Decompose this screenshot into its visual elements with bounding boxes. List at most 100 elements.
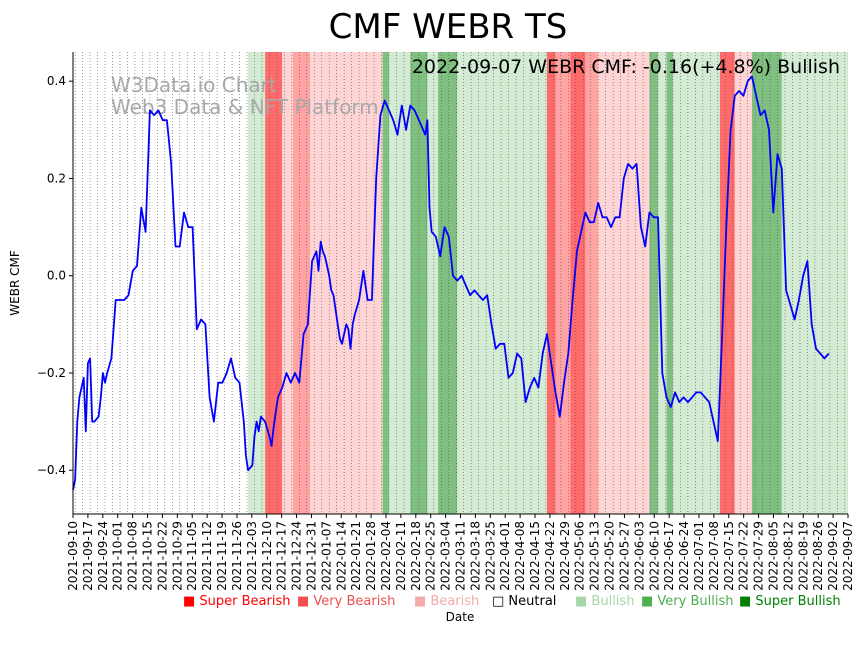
x-tick-label: 2021-12-17 — [275, 521, 289, 591]
legend-item-very-bearish: ■ Very Bearish — [297, 594, 395, 609]
x-tick-label: 2021-09-24 — [96, 521, 110, 591]
x-tick-label: 2022-05-13 — [588, 521, 602, 591]
sentiment-band-very-bullish — [666, 52, 673, 514]
x-tick-label: 2022-01-14 — [334, 521, 348, 591]
sentiment-band-bullish — [672, 52, 720, 514]
chart-subtitle: 2022-09-07 WEBR CMF: -0.16(+4.8%) Bullis… — [412, 56, 840, 78]
sentiment-band-very-bearish — [292, 52, 310, 514]
x-tick-label: 2022-09-07 — [841, 521, 855, 591]
x-tick-label: 2022-02-25 — [424, 521, 438, 591]
x-ticks: 2021-09-10 2021-09-17 2021-09-24 2021-10-01… — [66, 514, 855, 591]
sentiment-band-super-bearish — [570, 52, 586, 514]
x-tick-label: 2022-06-17 — [662, 521, 676, 591]
x-tick-label: 2022-05-27 — [617, 521, 631, 591]
x-tick-label: 2021-11-26 — [230, 521, 244, 591]
x-tick-label: 2021-10-29 — [170, 521, 184, 591]
x-tick-label: 2022-08-05 — [766, 521, 780, 591]
x-tick-label: 2022-04-22 — [543, 521, 557, 591]
legend-item-neutral: □ Neutral — [492, 594, 556, 609]
legend-item-bearish: ■ Bearish — [414, 594, 479, 609]
x-tick-label: 2022-08-19 — [796, 521, 810, 591]
legend: ■ Super Bearish ■ Very Bearish ■ Bearish □ … — [183, 594, 841, 609]
sentiment-band-bullish — [794, 52, 848, 514]
x-tick-label: 2021-12-31 — [304, 521, 318, 591]
watermark-line-1: W3Data.io Chart — [111, 73, 277, 97]
x-tick-label: 2021-12-24 — [290, 521, 304, 591]
x-tick-label: 2022-03-18 — [468, 521, 482, 591]
x-tick-label: 2021-12-03 — [245, 521, 259, 591]
legend-item-super-bullish: ■ Super Bullish — [739, 594, 841, 609]
watermark: W3Data.io Chart Web3 Data & NFT Platform — [111, 73, 379, 119]
legend-item-very-bullish: ■ Very Bullish — [641, 594, 733, 609]
x-tick-label: 2022-04-15 — [528, 521, 542, 591]
x-tick-label: 2022-06-10 — [647, 521, 661, 591]
x-tick-label: 2022-03-25 — [483, 521, 497, 591]
x-tick-label: 2022-02-11 — [394, 521, 408, 591]
sentiment-band-bullish — [781, 52, 795, 514]
x-tick-label: 2022-08-26 — [811, 521, 825, 591]
x-tick-label: 2021-11-19 — [215, 521, 229, 591]
x-tick-label: 2022-01-21 — [349, 521, 363, 591]
x-tick-label: 2022-04-08 — [513, 521, 527, 591]
x-tick-label: 2022-03-11 — [454, 521, 468, 591]
x-tick-label: 2022-07-01 — [692, 521, 706, 591]
x-tick-label: 2022-07-22 — [737, 521, 751, 591]
x-tick-label: 2022-06-24 — [677, 521, 691, 591]
sentiment-band-super-bearish — [546, 52, 556, 514]
y-tick-label: 0.2 — [47, 171, 66, 185]
x-tick-label: 2022-07-08 — [707, 521, 721, 591]
x-tick-label: 2021-09-10 — [66, 521, 80, 591]
y-tick-label: −0.4 — [37, 463, 66, 477]
x-tick-label: 2022-04-29 — [558, 521, 572, 591]
x-tick-label: 2022-04-01 — [498, 521, 512, 591]
sentiment-band-bullish — [248, 52, 266, 514]
sentiment-band-very-bearish — [555, 52, 571, 514]
x-tick-label: 2021-10-01 — [111, 521, 125, 591]
x-tick-label: 2022-02-18 — [409, 521, 423, 591]
x-tick-label: 2022-07-29 — [752, 521, 766, 591]
sentiment-band-super-bearish — [265, 52, 283, 514]
series-line-webr-cmf — [72, 75, 830, 490]
sentiment-band-very-bullish — [649, 52, 658, 514]
x-tick-label: 2021-10-22 — [155, 521, 169, 591]
x-axis-label: Date — [446, 610, 475, 624]
sentiment-band-bullish — [388, 52, 411, 514]
x-tick-label: 2022-01-28 — [364, 521, 378, 591]
sentiment-band-very-bullish — [438, 52, 458, 514]
x-tick-label: 2021-11-12 — [200, 521, 214, 591]
sentiment-band-bullish — [427, 52, 439, 514]
vertical-gridlines — [74, 52, 846, 514]
sentiment-band-super-bearish — [719, 52, 735, 514]
x-tick-label: 2022-07-15 — [722, 521, 736, 591]
sentiment-band-very-bullish — [382, 52, 389, 514]
sentiment-band-bearish — [282, 52, 293, 514]
x-tick-label: 2022-09-02 — [826, 521, 840, 591]
sentiment-band-bearish — [309, 52, 383, 514]
y-tick-label: 0.0 — [47, 269, 66, 283]
x-tick-label: 2021-09-17 — [81, 521, 95, 591]
x-tick-label: 2022-05-20 — [603, 521, 617, 591]
sentiment-bands — [248, 52, 848, 514]
sentiment-band-very-bearish — [585, 52, 599, 514]
watermark-line-2: Web3 Data & NFT Platform — [111, 95, 379, 119]
x-tick-label: 2022-03-04 — [439, 521, 453, 591]
sentiment-band-bullish — [657, 52, 667, 514]
x-tick-label: 2021-12-10 — [260, 521, 274, 591]
y-ticks: −0.4 −0.2 0.0 0.2 0.4 — [37, 74, 73, 477]
y-tick-label: −0.2 — [37, 366, 66, 380]
y-tick-label: 0.4 — [47, 74, 66, 88]
x-tick-label: 2022-02-04 — [379, 521, 393, 591]
x-tick-label: 2021-10-15 — [141, 521, 155, 591]
y-axis-label: WEBR CMF — [8, 250, 22, 316]
sentiment-band-bearish — [734, 52, 752, 514]
sentiment-band-bearish — [598, 52, 650, 514]
x-tick-label: 2022-06-03 — [632, 521, 646, 591]
x-tick-label: 2021-10-08 — [126, 521, 140, 591]
x-tick-label: 2022-05-06 — [573, 521, 587, 591]
x-tick-label: 2021-11-05 — [185, 521, 199, 591]
legend-item-super-bearish: ■ Super Bearish — [183, 594, 291, 609]
x-tick-label: 2022-08-12 — [781, 521, 795, 591]
chart-title: CMF WEBR TS — [329, 7, 568, 47]
x-tick-label: 2022-01-07 — [319, 521, 333, 591]
series-layer — [72, 75, 830, 490]
